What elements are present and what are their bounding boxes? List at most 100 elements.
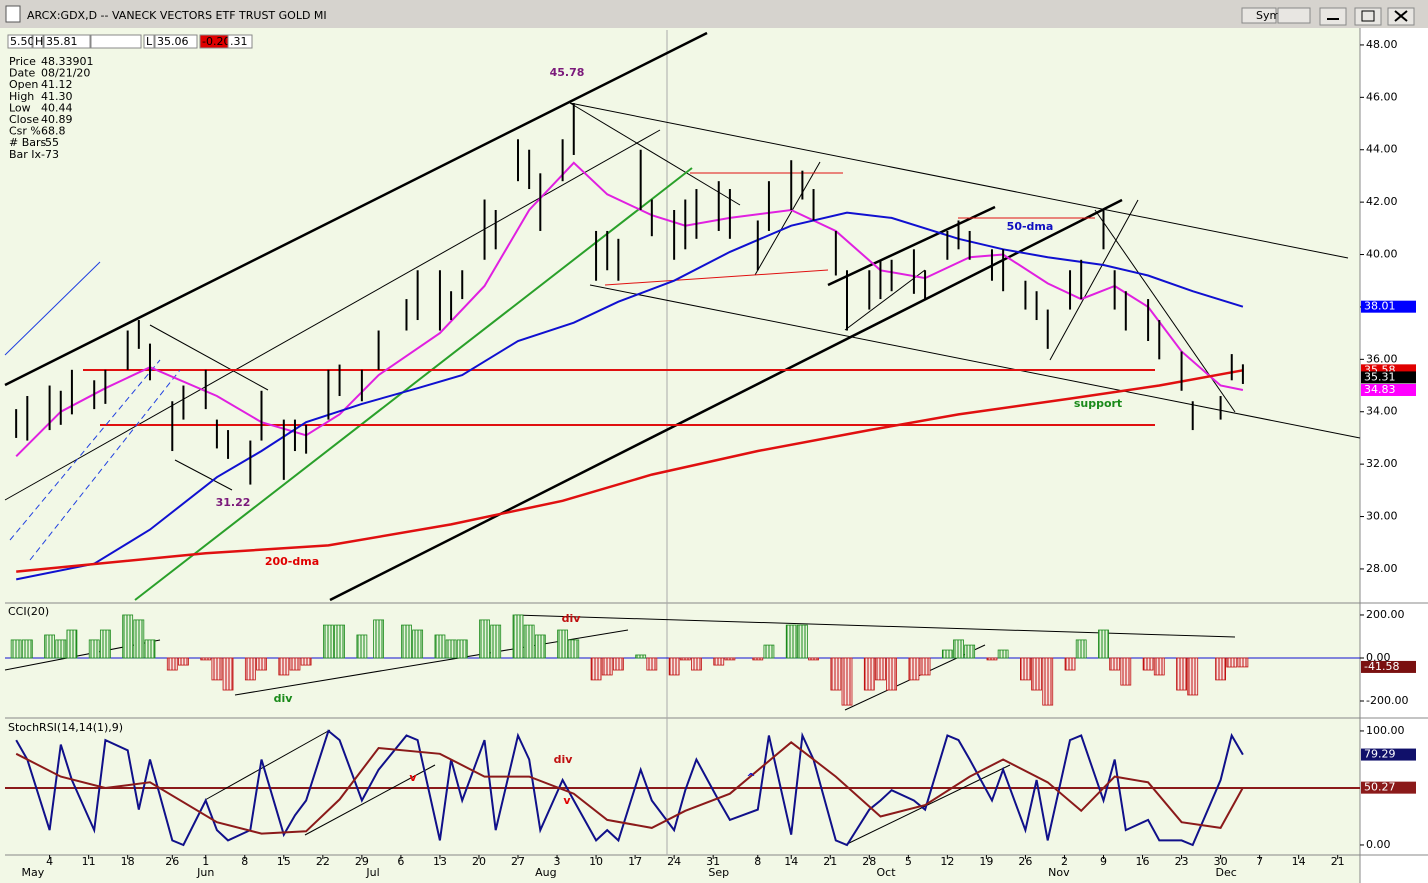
trendline <box>754 161 821 276</box>
cci-bar <box>1109 657 1121 671</box>
cci-bar <box>1042 657 1054 706</box>
x-tick-label: 26 <box>165 855 179 868</box>
cci-bar <box>1187 657 1199 696</box>
cci-bar <box>144 639 156 659</box>
header-value: .31 <box>230 35 248 48</box>
header-box <box>227 34 253 49</box>
y-tick-label: 48.00 <box>1366 38 1398 51</box>
value-tag-label: 79.29 <box>1364 748 1396 761</box>
cci-bar <box>434 634 446 659</box>
info-label: Bar Ix <box>9 148 42 161</box>
trendline <box>174 459 233 491</box>
trendlines <box>4 31 1361 846</box>
y-tick-label: -200.00 <box>1366 694 1408 707</box>
cci-bar <box>512 614 524 659</box>
y-tick-label: 0.00 <box>1366 651 1391 664</box>
cci-bar <box>88 639 100 659</box>
cci-bar <box>356 634 368 659</box>
header-value: H <box>35 35 43 48</box>
cci-bar <box>178 657 189 666</box>
cci-bar <box>373 619 385 659</box>
value-tag-label: 34.83 <box>1364 383 1396 396</box>
value-tag-label: 50.27 <box>1364 781 1396 794</box>
x-tick-label: 2 <box>1061 855 1068 868</box>
x-tick-label: 16 <box>1136 855 1150 868</box>
x-tick-label: 19 <box>979 855 993 868</box>
month-label: Oct <box>877 866 897 879</box>
x-tick-label: 30 <box>1214 855 1228 868</box>
cci-bar <box>523 624 535 659</box>
trendline <box>204 729 331 801</box>
cci-bar <box>830 657 842 691</box>
toggle-button[interactable] <box>1277 7 1311 24</box>
sym-button-label[interactable]: Sym <box>1256 9 1280 22</box>
app-icon <box>5 5 21 23</box>
x-tick-label: 4 <box>46 855 53 868</box>
annotation: 200-dma <box>265 555 319 568</box>
header-value: 5.50 <box>10 35 35 48</box>
cci-bar <box>490 624 502 659</box>
info-label: High <box>9 90 34 103</box>
trendline <box>569 102 1349 259</box>
x-tick-label: 28 <box>862 855 876 868</box>
x-tick-label: 14 <box>784 855 798 868</box>
cci-bar <box>646 657 658 671</box>
y-tick-label: 0.00 <box>1366 838 1391 851</box>
moving-average <box>16 211 1244 581</box>
x-tick-label: 12 <box>940 855 954 868</box>
month-label: Jun <box>196 866 214 879</box>
info-value: 40.89 <box>41 113 73 126</box>
y-tick-label: 40.00 <box>1366 248 1398 261</box>
annotation: 50-dma <box>1007 220 1054 233</box>
cci-bar <box>997 649 1009 659</box>
x-tick-label: 31 <box>706 855 720 868</box>
stochrsi-line <box>15 729 1244 847</box>
minimize-button[interactable] <box>1319 7 1347 26</box>
cci-bar <box>200 657 212 661</box>
annotation: 31.22 <box>216 496 251 509</box>
month-label: Sep <box>708 866 729 879</box>
trendline <box>827 205 996 287</box>
cci-bar <box>534 634 546 659</box>
value-tag-label: 38.01 <box>1364 300 1396 313</box>
cci-bar <box>763 644 775 659</box>
x-tick-label: 23 <box>1175 855 1189 868</box>
annotation: v <box>563 794 571 807</box>
x-tick-label: 5 <box>905 855 912 868</box>
cci-bar <box>66 629 78 659</box>
close-icon <box>1394 10 1408 22</box>
y-tick-label: 32.00 <box>1366 457 1398 470</box>
month-label: Aug <box>535 866 556 879</box>
info-label: Open <box>9 78 38 91</box>
moving-average <box>15 161 1244 458</box>
cci-bar <box>713 657 725 666</box>
annotation: div <box>274 692 294 705</box>
window-title: ARCX:GDX,D -- VANECK VECTORS ETF TRUST G… <box>27 9 327 22</box>
cci-bar <box>244 657 256 681</box>
cci-bar <box>612 657 624 671</box>
y-tick-label: 34.00 <box>1366 405 1398 418</box>
info-value: 41.12 <box>41 78 73 91</box>
info-value: 08/21/20 <box>41 67 90 80</box>
trendline <box>304 764 436 836</box>
cci-bar <box>1031 657 1042 691</box>
info-value: -55 <box>41 136 59 149</box>
x-tick-label: 14 <box>1292 855 1306 868</box>
x-tick-label: 21 <box>1331 855 1345 868</box>
trendline <box>329 198 1123 602</box>
sym-button[interactable] <box>1241 7 1277 24</box>
annotation: div <box>554 753 574 766</box>
cci-bar <box>99 629 111 659</box>
moving-average <box>16 369 1244 573</box>
cci-bar <box>601 657 613 676</box>
info-value: -73 <box>41 148 59 161</box>
cci-bar <box>55 639 67 659</box>
x-tick-label: 3 <box>554 855 561 868</box>
title-bar <box>0 0 1428 28</box>
x-tick-label: 26 <box>1018 855 1032 868</box>
value-tag <box>1361 748 1416 761</box>
right-axis-area <box>1360 28 1428 883</box>
